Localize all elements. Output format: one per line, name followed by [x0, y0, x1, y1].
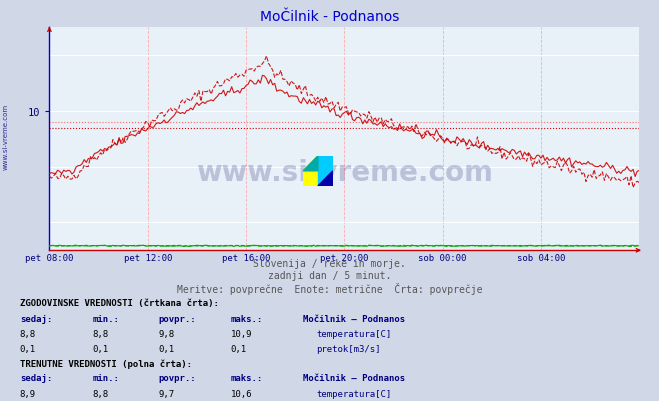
Text: Močilnik – Podnanos: Močilnik – Podnanos	[303, 373, 405, 383]
Text: pet 16:00: pet 16:00	[222, 253, 270, 262]
Text: min.:: min.:	[92, 373, 119, 383]
Text: sedaj:: sedaj:	[20, 314, 52, 323]
Text: 0,1: 0,1	[20, 344, 36, 353]
Text: www.si-vreme.com: www.si-vreme.com	[196, 159, 493, 187]
Text: 8,8: 8,8	[20, 329, 36, 338]
Text: 8,9: 8,9	[20, 389, 36, 398]
Text: 10,9: 10,9	[231, 329, 252, 338]
Text: sob 00:00: sob 00:00	[418, 253, 467, 262]
Text: sedaj:: sedaj:	[20, 373, 52, 383]
Polygon shape	[318, 172, 333, 186]
Text: sob 04:00: sob 04:00	[517, 253, 565, 262]
Text: 9,8: 9,8	[158, 329, 174, 338]
Text: povpr.:: povpr.:	[158, 314, 196, 323]
Text: maks.:: maks.:	[231, 314, 263, 323]
Text: maks.:: maks.:	[231, 373, 263, 383]
Text: temperatura[C]: temperatura[C]	[316, 389, 391, 398]
Text: ZGODOVINSKE VREDNOSTI (črtkana črta):: ZGODOVINSKE VREDNOSTI (črtkana črta):	[20, 299, 219, 308]
Text: 9,7: 9,7	[158, 389, 174, 398]
Text: pet 08:00: pet 08:00	[25, 253, 74, 262]
Polygon shape	[303, 156, 318, 186]
Text: temperatura[C]: temperatura[C]	[316, 329, 391, 338]
Text: povpr.:: povpr.:	[158, 373, 196, 383]
Text: MoČilnik - Podnanos: MoČilnik - Podnanos	[260, 10, 399, 24]
Text: zadnji dan / 5 minut.: zadnji dan / 5 minut.	[268, 271, 391, 281]
Text: min.:: min.:	[92, 314, 119, 323]
Text: pretok[m3/s]: pretok[m3/s]	[316, 344, 381, 353]
Text: pet 12:00: pet 12:00	[123, 253, 172, 262]
Text: 8,8: 8,8	[92, 389, 108, 398]
Text: 8,8: 8,8	[92, 329, 108, 338]
Text: 0,1: 0,1	[231, 344, 246, 353]
Polygon shape	[303, 156, 318, 172]
Polygon shape	[318, 156, 333, 186]
Text: 10,6: 10,6	[231, 389, 252, 398]
Text: www.si-vreme.com: www.si-vreme.com	[2, 103, 9, 169]
Text: Močilnik – Podnanos: Močilnik – Podnanos	[303, 314, 405, 323]
Text: Slovenija / reke in morje.: Slovenija / reke in morje.	[253, 259, 406, 269]
Text: 0,1: 0,1	[92, 344, 108, 353]
Text: pet 20:00: pet 20:00	[320, 253, 368, 262]
Text: Meritve: povprečne  Enote: metrične  Črta: povprečje: Meritve: povprečne Enote: metrične Črta:…	[177, 283, 482, 295]
Text: 0,1: 0,1	[158, 344, 174, 353]
Text: TRENUTNE VREDNOSTI (polna črta):: TRENUTNE VREDNOSTI (polna črta):	[20, 358, 192, 368]
